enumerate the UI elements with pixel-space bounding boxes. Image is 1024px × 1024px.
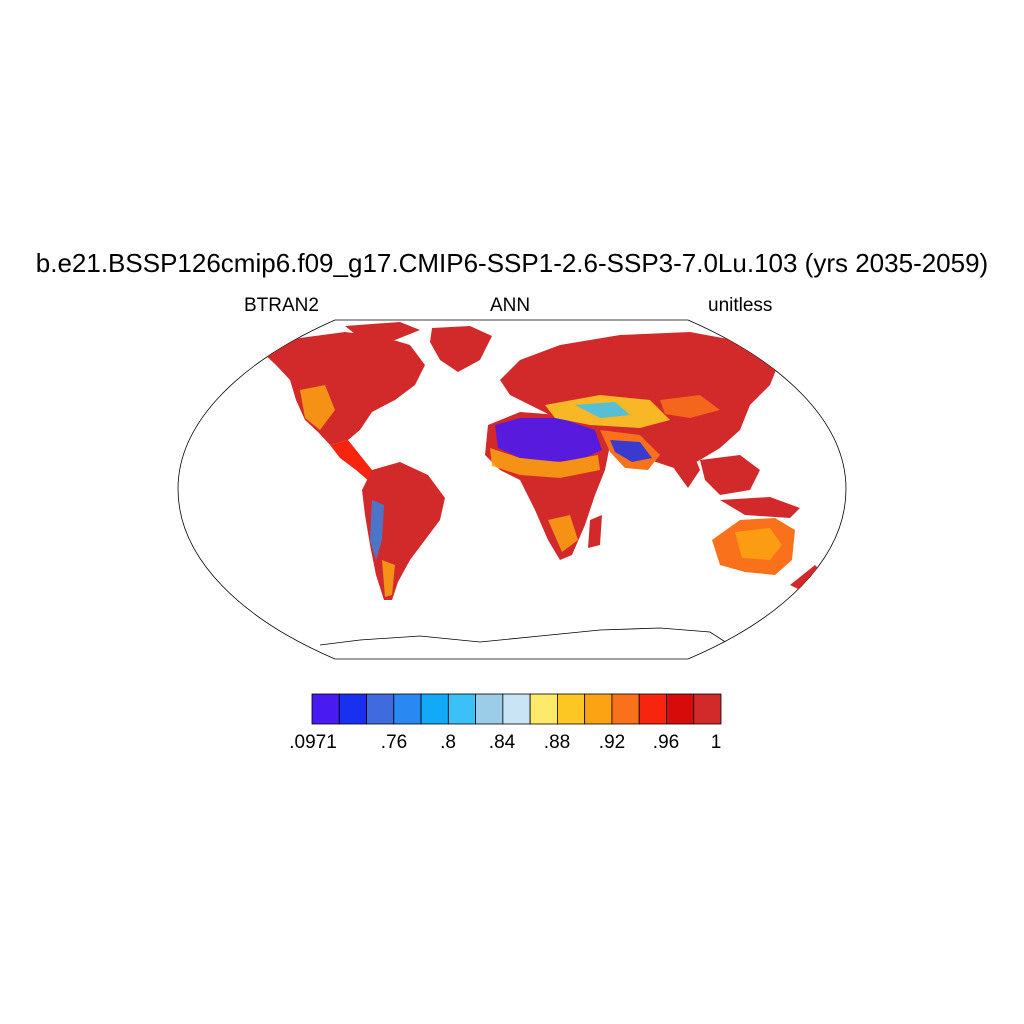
new-zealand bbox=[790, 565, 822, 590]
plot-title: b.e21.BSSP126cmip6.f09_g17.CMIP6-SSP1-2.… bbox=[35, 248, 989, 278]
units-label: unitless bbox=[708, 295, 773, 316]
sahel-band bbox=[490, 448, 600, 478]
colorbar-swatch bbox=[447, 693, 477, 725]
north-america bbox=[262, 332, 425, 445]
colorbar-tick-label: .76 bbox=[380, 732, 408, 753]
india bbox=[660, 440, 700, 488]
colorbar-swatch bbox=[611, 693, 640, 725]
colorbar-swatch bbox=[693, 693, 722, 725]
colorbar-swatch bbox=[393, 693, 422, 725]
canadian-islands bbox=[345, 322, 420, 340]
variable-label: BTRAN2 bbox=[244, 295, 319, 316]
patagonia-dry bbox=[382, 560, 395, 597]
australia-inner bbox=[735, 528, 782, 560]
colorbar-tick-label: .8 bbox=[440, 732, 456, 753]
central-asia-blue bbox=[575, 402, 630, 418]
colorbar-tick-label: .84 bbox=[488, 732, 516, 753]
colorbar-swatch bbox=[311, 693, 340, 725]
land-fields bbox=[262, 322, 822, 646]
colorbar-swatch bbox=[420, 693, 449, 725]
southern-africa-dry bbox=[548, 515, 578, 552]
colorbar-swatch bbox=[584, 693, 613, 725]
colorbar-swatch bbox=[366, 693, 395, 725]
season-label: ANN bbox=[490, 295, 531, 316]
colorbar-swatch bbox=[475, 693, 504, 725]
madagascar bbox=[588, 515, 602, 548]
colorbar-tick-label: .92 bbox=[598, 732, 626, 753]
colorbar-swatch bbox=[638, 693, 667, 725]
colorbar-swatch bbox=[338, 693, 367, 725]
central-america bbox=[330, 440, 380, 482]
antarctica-coast bbox=[319, 627, 731, 646]
se-asia bbox=[700, 455, 760, 495]
colorbar-tick-label: 1 bbox=[710, 732, 722, 753]
greenland bbox=[430, 326, 492, 372]
us-west-dry bbox=[300, 385, 335, 430]
andes-dry bbox=[370, 500, 384, 560]
colorbar-swatch bbox=[666, 693, 695, 725]
colorbar-swatch bbox=[557, 693, 586, 725]
colorbar-swatch bbox=[502, 693, 531, 725]
gobi-dry bbox=[660, 395, 720, 418]
colorbar-tick-label: .88 bbox=[543, 732, 571, 753]
arabia-dry bbox=[610, 440, 652, 462]
indonesia bbox=[720, 497, 800, 518]
sahara-dry bbox=[495, 418, 602, 462]
colorbar-tick-label: .96 bbox=[652, 732, 680, 753]
colorbar-swatch bbox=[529, 693, 558, 725]
colorbar-tick-label: .0971 bbox=[289, 732, 337, 753]
